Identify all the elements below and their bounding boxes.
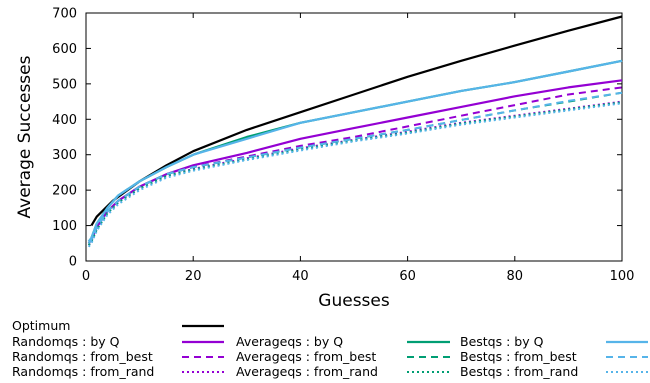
legend-label: Optimum: [12, 318, 70, 333]
series-line-0: [90, 15, 623, 227]
x-tick-label: 40: [292, 269, 309, 284]
legend-label: Bestqs : from_rand: [460, 364, 578, 379]
y-tick-label: 500: [52, 77, 77, 92]
legend-label: Averageqs : from_rand: [236, 364, 378, 379]
y-tick-label: 700: [52, 7, 77, 22]
legend-label: Randomqs : by Q: [12, 334, 120, 349]
series-line-1: [87, 79, 623, 244]
legend-label: Bestqs : by Q: [460, 334, 544, 349]
series-lines: [87, 15, 623, 248]
series-line-5: [87, 91, 623, 244]
series-line-9: [87, 102, 623, 248]
series-line-7: [87, 59, 623, 243]
plot-frame: [85, 12, 623, 262]
series-line-8: [87, 91, 623, 244]
y-tick-label: 0: [69, 255, 77, 270]
legend-label: Randomqs : from_best: [12, 349, 153, 364]
legend-label: Averageqs : from_best: [236, 349, 376, 364]
y-tick-label: 200: [52, 184, 77, 199]
axis-ticks: 0 100 200 300 400 500 600 700 0 20 40 60 80 100: [52, 7, 634, 285]
y-tick-label: 300: [52, 148, 77, 163]
y-tick-label: 100: [52, 219, 77, 234]
x-axis-label: Guesses: [318, 291, 390, 311]
x-tick-label: 100: [610, 269, 635, 284]
x-tick-label: 0: [82, 269, 90, 284]
y-tick-label: 600: [52, 42, 77, 57]
legend-label: Bestqs : from_best: [460, 349, 577, 364]
legend-label: Averageqs : by Q: [236, 334, 343, 349]
x-tick-label: 60: [399, 269, 416, 284]
y-tick-label: 400: [52, 113, 77, 128]
legend-label: Randomqs : from_rand: [12, 364, 154, 379]
y-axis-label: Average Successes: [15, 55, 35, 218]
x-tick-label: 20: [185, 269, 202, 284]
x-tick-label: 80: [507, 269, 524, 284]
series-line-4: [87, 59, 623, 243]
